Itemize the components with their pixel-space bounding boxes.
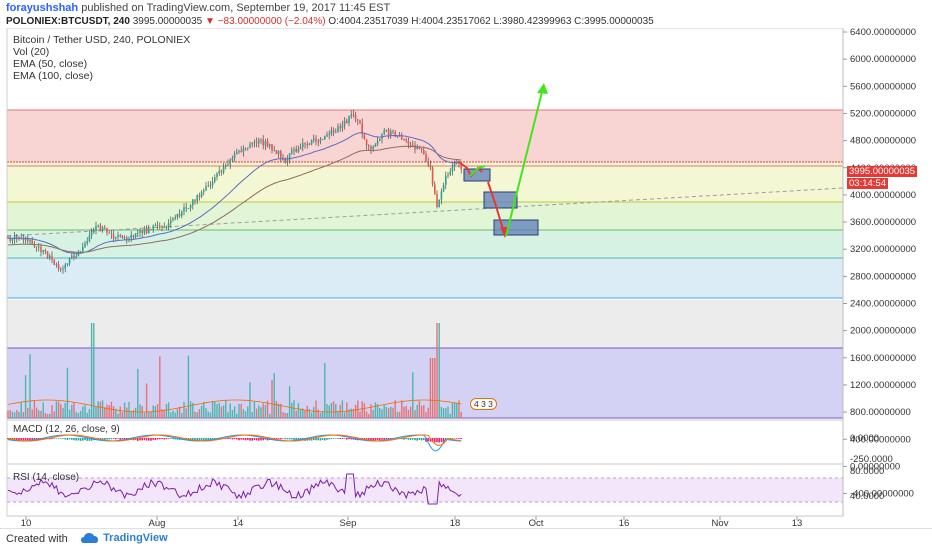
green-arrow-up[interactable] <box>505 87 544 237</box>
footer: Created with TradingView <box>0 528 932 550</box>
price-tick-label: 2000.00000000 <box>850 326 916 337</box>
header-bar: forayushshah published on TradingView.co… <box>0 0 932 30</box>
price-tick-label: 0.00000000 <box>850 461 900 472</box>
signal-line <box>7 434 462 447</box>
ema100-line <box>8 145 462 253</box>
chart-legend: Bitcoin / Tether USD, 240, POLONIEX Vol … <box>13 34 190 82</box>
price-tick-label: 6400.00000000 <box>850 28 916 38</box>
legend-ema50: EMA (50, close) <box>13 58 88 70</box>
price-tick-label: 2400.00000000 <box>850 299 916 310</box>
rsi-band <box>7 478 843 502</box>
close-value: C:3995.00000035 <box>574 16 654 27</box>
macd-label: MACD (12, 26, close, 9) <box>13 424 120 435</box>
ohlc-line: POLONIEX:BTCUSDT, 240 3995.00000035 ▼ −8… <box>6 16 654 27</box>
price-tick-label: 4000.00000000 <box>850 190 916 201</box>
price-tick-label: -400.00000000 <box>850 489 914 500</box>
fib-band-blue <box>7 258 843 298</box>
fib-band-green <box>7 230 843 258</box>
rsi-line <box>7 473 462 505</box>
fib-band-lightgreen <box>7 202 843 230</box>
price-tick-label: 2800.00000000 <box>850 271 916 282</box>
cloud-icon <box>81 533 98 543</box>
last-price: 3995.00000035 <box>132 16 203 27</box>
fib-bands <box>7 109 843 299</box>
time-tick-label: Aug <box>149 518 166 528</box>
price-tick-label: 800.00000000 <box>850 407 911 418</box>
price-tick-label: 4800.00000000 <box>850 136 916 147</box>
time-tick-label: 14 <box>233 518 244 528</box>
target-box-2[interactable] <box>483 191 518 209</box>
fib-band-red <box>7 110 843 162</box>
volume-band-purple <box>7 348 843 418</box>
fib-band-yellow <box>7 162 843 202</box>
open-value: O:4004.23517039 <box>328 16 409 27</box>
price-change: −83.00000000 (−2.04%) <box>217 16 326 27</box>
time-axis[interactable]: 10 Aug 14 Sep 18 Oct 16 Nov 13 <box>21 516 803 528</box>
time-tick-label: 18 <box>450 518 461 528</box>
symbol-label: POLONIEX:BTCUSDT, 240 <box>6 16 130 27</box>
tradingview-logo[interactable]: TradingView <box>80 531 200 549</box>
price-tick-label: 3600.00000000 <box>850 217 916 228</box>
price-axis[interactable]: 6400.00000000 6000.00000000 5600.00000000 5… <box>843 28 916 500</box>
price-tick-label: 5600.00000000 <box>850 81 916 92</box>
publish-info: forayushshah published on TradingView.co… <box>6 2 390 14</box>
time-tick-label: Oct <box>529 518 544 528</box>
chart-canvas[interactable]: 6400.00000000 6000.00000000 5600.00000000 5… <box>0 28 932 528</box>
alert-badge[interactable]: 4 3 3 <box>470 398 497 410</box>
rsi-label: RSI (14, close) <box>13 472 80 483</box>
created-with-text: Created with <box>6 533 68 545</box>
volume-bars <box>7 323 462 418</box>
macd-line <box>7 434 462 452</box>
macd-tick-label: 0.0000 <box>850 433 879 444</box>
time-tick-label: Sep <box>340 518 357 528</box>
volume-ma-line <box>7 399 462 413</box>
time-tick-label: Nov <box>712 518 729 528</box>
last-price-badge: 3995.00000035 <box>847 166 918 177</box>
time-tick-label: 10 <box>21 518 32 528</box>
price-tick-label: 3200.00000000 <box>850 244 916 255</box>
low-value: L:3980.42399963 <box>493 16 572 27</box>
macd-tick-label: -250.0000 <box>850 454 893 465</box>
green-arrowhead <box>537 83 548 94</box>
rsi-tick-label: 40.0000 <box>850 491 884 502</box>
red-arrow-2[interactable] <box>487 181 497 207</box>
time-tick-label: 16 <box>619 518 630 528</box>
published-text: published on TradingView.com, September … <box>81 2 391 14</box>
price-tick-label: 6000.00000000 <box>850 54 916 65</box>
green-arrow-small[interactable] <box>469 165 486 177</box>
macd-axis: 0.0000 -250.0000 <box>850 433 893 465</box>
countdown-badge: 03:14:54 <box>847 178 888 189</box>
volume-band-grey <box>7 300 843 348</box>
rsi-axis: 80.0000 40.0000 <box>850 466 884 502</box>
high-value: H:4004.23517062 <box>411 16 491 27</box>
candles <box>7 109 462 274</box>
legend-vol: Vol (20) <box>13 46 50 58</box>
tradingview-brand: TradingView <box>103 531 168 544</box>
price-tick-label: 1600.00000000 <box>850 353 916 364</box>
down-triangle-icon: ▼ <box>205 16 215 27</box>
price-tick-label: 5200.00000000 <box>850 108 916 119</box>
price-tick-label: 400.00000000 <box>850 434 911 445</box>
legend-title: Bitcoin / Tether USD, 240, POLONIEX <box>13 34 191 46</box>
rsi-tick-label: 80.0000 <box>850 466 884 477</box>
price-tick-label: 1200.00000000 <box>850 380 916 391</box>
time-tick-label: 13 <box>792 518 803 528</box>
legend-ema100: EMA (100, close) <box>13 70 93 82</box>
author-link[interactable]: forayushshah <box>6 2 79 14</box>
